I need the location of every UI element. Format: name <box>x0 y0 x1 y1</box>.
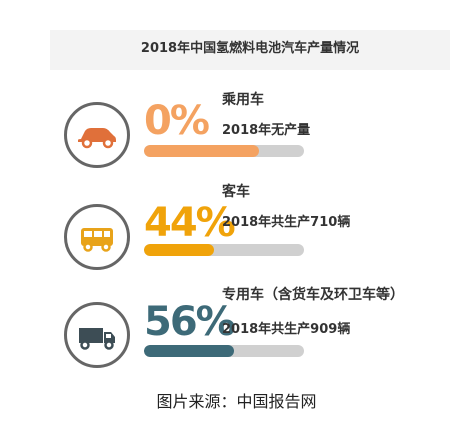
category-row-passenger: 0% 乘用车 2018年无产量 <box>0 85 473 185</box>
truck-icon <box>64 302 130 368</box>
bar-fill <box>144 244 215 256</box>
percent-value: 44% <box>144 200 236 246</box>
detail-label: 2018年共生产710辆 <box>222 215 351 230</box>
bar-track <box>144 244 304 256</box>
bar-fill <box>144 345 234 357</box>
detail-label: 2018年共生产909辆 <box>222 322 351 337</box>
chart-title: 2018年中国氢燃料电池汽车产量情况 <box>140 41 360 56</box>
category-row-special-vehicle: 56% 专用车（含货车及环卫车等） 2018年共生产909辆 <box>0 287 473 390</box>
title-banner <box>50 30 450 70</box>
category-label: 乘用车 <box>222 92 264 108</box>
bar-track <box>144 345 304 357</box>
category-label: 专用车（含货车及环卫车等） <box>222 287 404 303</box>
bar-fill <box>144 145 260 157</box>
percent-value: 0% <box>144 98 210 144</box>
category-label: 客车 <box>222 184 250 200</box>
bus-icon <box>64 204 130 270</box>
percent-value: 56% <box>144 299 236 345</box>
detail-label: 2018年无产量 <box>222 123 311 138</box>
source-note: 图片来源：中国报告网 <box>156 392 317 411</box>
car-icon <box>64 102 130 168</box>
bar-track <box>144 145 304 157</box>
category-row-bus: 44% 客车 2018年共生产710辆 <box>0 184 473 287</box>
